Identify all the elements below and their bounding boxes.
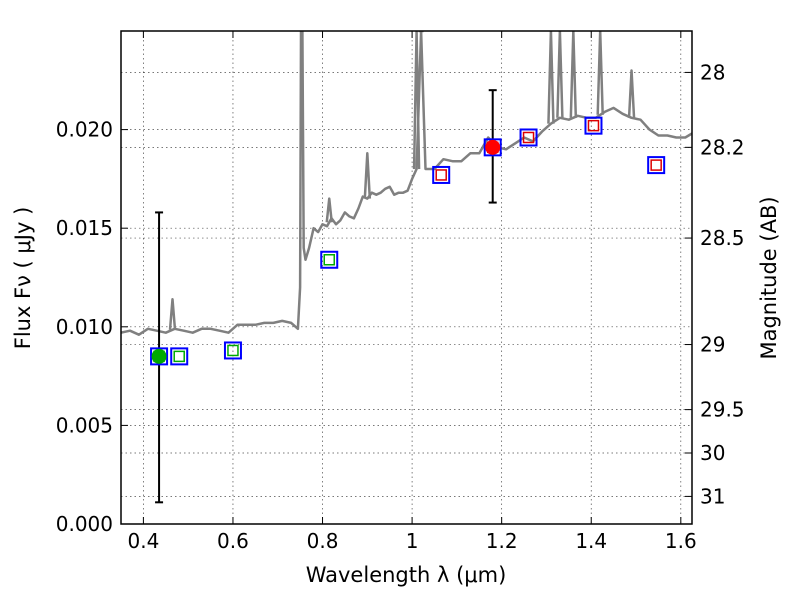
- model-band-box: [647, 156, 666, 175]
- right-tick-label: 30: [700, 441, 725, 465]
- model-band-box: [170, 347, 189, 366]
- grid: [121, 31, 692, 525]
- emission-line-spike: [168, 297, 177, 330]
- right-axis-label: Magnitude (AB): [757, 196, 781, 359]
- emission-line-spike: [363, 152, 372, 199]
- x-tick-label: 0.4: [127, 529, 159, 553]
- x-tick-label: 1.2: [486, 529, 518, 553]
- model-band-box: [584, 116, 603, 135]
- y-tick-label: 0.015: [56, 216, 113, 240]
- right-tick-label: 31: [700, 484, 725, 508]
- model-band-inner: [522, 131, 535, 144]
- emission-line-spike: [325, 197, 333, 223]
- model-band-box: [223, 341, 242, 360]
- y-tick-label: 0.010: [56, 315, 113, 339]
- x-tick-label: 1: [406, 529, 419, 553]
- model-band-inner: [435, 169, 447, 181]
- right-tick-label: 28.5: [700, 226, 745, 250]
- right-tick-label: 29.5: [700, 398, 745, 422]
- model-band-inner: [173, 350, 185, 363]
- emission-line-spike: [412, 31, 421, 170]
- x-tick-label: 1.4: [575, 529, 607, 553]
- x-tick-label: 0.6: [217, 529, 249, 553]
- right-tick-label: 29: [700, 333, 725, 357]
- model-band-inner: [650, 159, 662, 171]
- spectrum-line: [121, 31, 692, 336]
- emission-line-spike: [556, 31, 564, 118]
- model-band-box: [150, 347, 169, 366]
- emission-line-spike: [627, 69, 636, 118]
- model-band-box: [320, 250, 339, 269]
- model-band-box: [519, 128, 538, 147]
- plot-frame: [120, 30, 693, 525]
- model-band-inner: [323, 254, 335, 266]
- emission-line-spike: [569, 31, 578, 118]
- spectrum-layer: [121, 31, 692, 336]
- y-tick-label: 0.005: [56, 413, 113, 437]
- right-tick-label: 28: [700, 60, 725, 84]
- y-axis-label: Flux Fν ( μJy ): [11, 207, 35, 350]
- axes: 0.4 0.6 0.8 1 1.2 1.4 1.6 0.000 0.005 0.010 0.015 0…: [56, 30, 745, 553]
- points-layer: [150, 89, 666, 504]
- model-band-box: [432, 165, 451, 184]
- observed-point: [151, 348, 167, 364]
- emission-line-spike: [547, 31, 555, 124]
- model-band-inner: [227, 344, 239, 357]
- x-tick-label: 1.6: [665, 529, 697, 553]
- y-tick-label: 0.020: [56, 118, 113, 142]
- x-tick-label: 0.8: [307, 529, 339, 553]
- emission-line-spike: [596, 31, 604, 115]
- model-band-inner: [587, 119, 600, 132]
- y-tick-label: 0.000: [56, 512, 113, 536]
- observed-point: [485, 139, 501, 155]
- x-axis-label: Wavelength λ (μm): [306, 563, 507, 587]
- right-tick-label: 28.2: [700, 135, 745, 159]
- model-band-box: [483, 138, 502, 157]
